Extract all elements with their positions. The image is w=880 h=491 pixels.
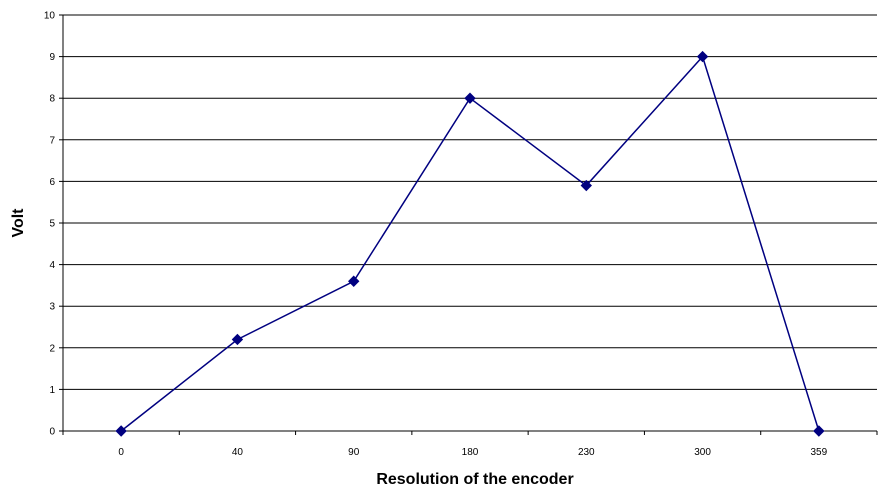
data-point-marker: [696, 50, 709, 63]
y-tick-label: 7: [49, 135, 55, 146]
data-point-marker: [580, 179, 592, 192]
series-line-group: [115, 50, 825, 437]
y-tick-label: 0: [49, 427, 55, 438]
y-tick-label: 2: [49, 343, 55, 354]
gridlines: [63, 14, 877, 390]
x-tick-label: 90: [348, 447, 360, 458]
data-point-marker: [464, 92, 476, 104]
y-tick-label: 4: [49, 260, 55, 271]
y-tick-label: 6: [49, 177, 55, 188]
data-point-marker: [813, 425, 825, 437]
x-tick-label: 0: [118, 447, 124, 458]
data-point-marker: [348, 275, 360, 287]
y-tick-label: 9: [49, 52, 55, 63]
x-tick-label: 300: [694, 447, 711, 458]
data-point-marker: [231, 333, 244, 346]
x-axis: 0 40 90 180 230 300 359: [62, 430, 878, 458]
x-tick-label: 40: [232, 447, 244, 458]
x-tick-label: 180: [462, 447, 479, 458]
y-tick-label: 10: [44, 11, 56, 22]
y-axis: 0 1 2 3 4 5 6 7 8 9 10: [44, 11, 64, 438]
y-axis-title: Volt: [10, 208, 27, 238]
y-tick-label: 8: [49, 94, 55, 105]
y-tick-label: 1: [49, 385, 55, 396]
x-tick-label: 230: [578, 447, 595, 458]
y-tick-label: 3: [49, 302, 55, 313]
x-axis-title: Resolution of the encoder: [376, 471, 573, 488]
y-tick-label: 5: [49, 219, 55, 230]
data-point-marker: [115, 425, 127, 437]
x-tick-label: 359: [811, 447, 828, 458]
series-line: [120, 55, 820, 432]
